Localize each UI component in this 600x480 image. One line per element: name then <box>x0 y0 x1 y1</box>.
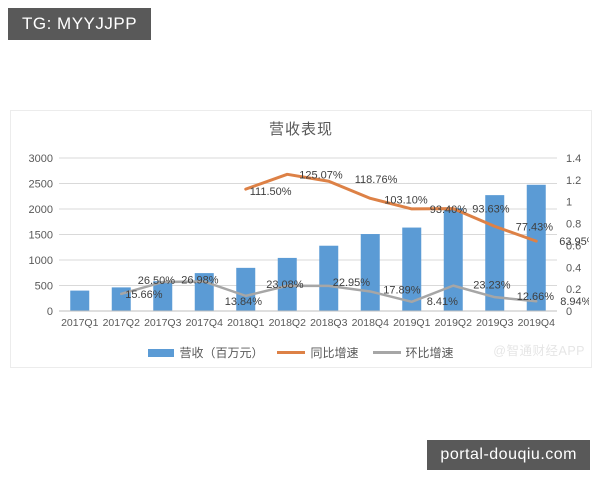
svg-text:1.4: 1.4 <box>566 153 581 165</box>
svg-text:0: 0 <box>47 306 53 318</box>
svg-text:1500: 1500 <box>29 230 53 242</box>
bar-swatch-icon <box>148 348 175 357</box>
svg-text:2019Q3: 2019Q3 <box>476 317 514 329</box>
svg-text:0: 0 <box>566 306 572 318</box>
svg-text:2018Q2: 2018Q2 <box>269 317 307 329</box>
revenue-chart-svg: 0 500 1000 1500 2000 2500 3000 0 0.2 0.4 0.6 0.8 1 1.… <box>29 153 589 329</box>
svg-text:77.43%: 77.43% <box>516 221 554 233</box>
svg-text:13.84%: 13.84% <box>225 296 263 308</box>
svg-text:23.23%: 23.23% <box>473 280 511 292</box>
svg-text:2000: 2000 <box>29 204 53 216</box>
svg-text:8.94%: 8.94% <box>560 296 589 308</box>
svg-text:1: 1 <box>566 197 572 209</box>
svg-text:1.2: 1.2 <box>566 175 581 187</box>
line-swatch-yoy-icon <box>277 351 306 354</box>
chart-title: 营收表现 <box>268 121 333 138</box>
svg-text:2019Q4: 2019Q4 <box>518 317 556 329</box>
svg-text:2018Q3: 2018Q3 <box>310 317 348 329</box>
legend-label-qoq: 环比增速 <box>405 346 454 360</box>
svg-text:63.95%: 63.95% <box>559 236 589 248</box>
tg-badge: TG: MYYJJPP <box>8 8 152 40</box>
svg-text:2017Q3: 2017Q3 <box>144 317 182 329</box>
site-watermark: portal-douqiu.com <box>427 440 590 470</box>
svg-text:500: 500 <box>35 281 53 293</box>
svg-text:2500: 2500 <box>29 179 53 191</box>
svg-text:118.76%: 118.76% <box>355 174 398 186</box>
svg-text:2017Q2: 2017Q2 <box>103 317 141 329</box>
svg-text:12.66%: 12.66% <box>517 291 555 303</box>
svg-text:17.89%: 17.89% <box>383 284 421 296</box>
svg-text:2019Q2: 2019Q2 <box>435 317 473 329</box>
svg-text:0.2: 0.2 <box>566 284 581 296</box>
svg-text:23.08%: 23.08% <box>266 279 304 291</box>
svg-text:26.50%: 26.50% <box>138 275 176 287</box>
svg-text:3000: 3000 <box>29 153 53 165</box>
revenue-chart: 0 500 1000 1500 2000 2500 3000 0 0.2 0.4 0.6 0.8 1 1.… <box>10 110 592 368</box>
svg-text:22.95%: 22.95% <box>333 277 371 289</box>
svg-text:0.6: 0.6 <box>566 240 581 252</box>
svg-text:2018Q1: 2018Q1 <box>227 317 265 329</box>
svg-text:103.10%: 103.10% <box>384 194 428 206</box>
svg-text:93.63%: 93.63% <box>472 204 510 216</box>
svg-text:111.50%: 111.50% <box>250 186 292 198</box>
legend-item-yoy: 同比增速 <box>277 344 359 361</box>
svg-text:2019Q1: 2019Q1 <box>393 317 431 329</box>
svg-text:1000: 1000 <box>29 255 53 267</box>
line-swatch-qoq-icon <box>372 351 401 354</box>
svg-text:2017Q4: 2017Q4 <box>186 317 224 329</box>
svg-text:2018Q4: 2018Q4 <box>352 317 390 329</box>
svg-text:125.07%: 125.07% <box>299 169 343 181</box>
legend-label-yoy: 同比增速 <box>310 346 359 360</box>
svg-text:93.40%: 93.40% <box>430 204 468 216</box>
legend-label-revenue: 营收（百万元） <box>179 346 264 360</box>
legend-item-revenue: 营收（百万元） <box>148 344 263 361</box>
chart-legend: 营收（百万元） 同比增速 环比增速 <box>11 344 591 361</box>
svg-text:15.66%: 15.66% <box>125 289 163 301</box>
svg-text:0.8: 0.8 <box>566 219 581 231</box>
svg-text:8.41%: 8.41% <box>427 296 458 308</box>
legend-item-qoq: 环比增速 <box>372 344 454 361</box>
watermark-zhitong: @智通财经APP <box>493 344 585 358</box>
svg-text:0.4: 0.4 <box>566 262 581 274</box>
svg-text:2017Q1: 2017Q1 <box>61 317 99 329</box>
svg-text:26.98%: 26.98% <box>181 275 219 287</box>
